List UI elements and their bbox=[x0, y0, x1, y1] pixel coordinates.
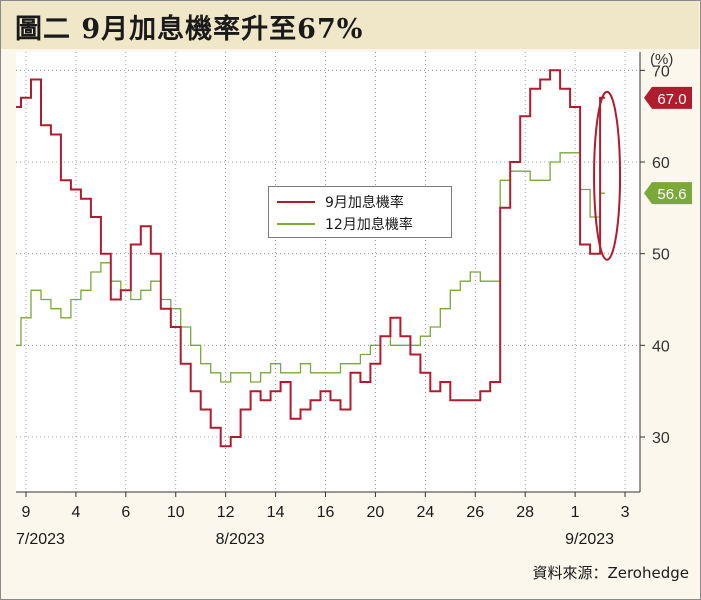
legend-item-dec: 12月加息機率 bbox=[277, 214, 447, 234]
y-unit-label: (%) bbox=[650, 51, 673, 68]
y-tick-label: 40 bbox=[652, 338, 670, 355]
x-tick-label: 9 bbox=[22, 504, 31, 521]
legend: 9月加息機率 12月加息機率 bbox=[268, 186, 452, 238]
x-tick-label: 24 bbox=[416, 504, 434, 521]
end-badge-sep-label: 67.0 bbox=[657, 91, 686, 108]
x-tick-label: 6 bbox=[121, 504, 130, 521]
source-note: 資料來源：Zerohedge bbox=[0, 562, 689, 583]
legend-swatch-dec bbox=[277, 223, 315, 225]
x-tick-label: 20 bbox=[367, 504, 385, 521]
end-badge-dec: 56.6 bbox=[644, 182, 692, 205]
x-tick-label: 16 bbox=[317, 504, 335, 521]
legend-swatch-sep bbox=[277, 201, 315, 203]
legend-item-sep: 9月加息機率 bbox=[277, 192, 447, 212]
month-label: 8/2023 bbox=[216, 531, 265, 548]
x-tick-label: 10 bbox=[167, 504, 185, 521]
end-badge-dec-label: 56.6 bbox=[657, 186, 686, 203]
series-line-sep bbox=[16, 69, 606, 448]
x-tick-label: 28 bbox=[516, 504, 534, 521]
title-bar: 圖二 9月加息機率升至67% bbox=[1, 1, 699, 49]
x-tick-label: 1 bbox=[571, 504, 580, 521]
source-name: Zerohedge bbox=[607, 564, 689, 582]
y-tick-label: 70 bbox=[652, 63, 670, 80]
source-label: 資料來源： bbox=[532, 564, 608, 582]
end-badge-sep: 67.0 bbox=[644, 86, 692, 109]
end-badge-sep-shape bbox=[644, 86, 692, 109]
x-tick-label: 14 bbox=[267, 504, 285, 521]
plot-area bbox=[16, 52, 640, 492]
y-tick-label: 60 bbox=[652, 155, 670, 172]
chart-title: 圖二 9月加息機率升至67% bbox=[15, 14, 364, 45]
series-line-dec bbox=[16, 152, 606, 383]
end-badge-dec-shape bbox=[644, 182, 692, 205]
y-tick-label: 50 bbox=[652, 247, 670, 264]
highlight-ellipse bbox=[593, 90, 622, 261]
month-label: 9/2023 bbox=[565, 531, 614, 548]
y-tick-label: 30 bbox=[652, 430, 670, 447]
x-tick-label: 26 bbox=[466, 504, 484, 521]
legend-label-dec: 12月加息機率 bbox=[325, 217, 413, 233]
x-tick-label: 3 bbox=[621, 504, 630, 521]
x-tick-label: 12 bbox=[217, 504, 235, 521]
month-label: 7/2023 bbox=[16, 531, 65, 548]
x-tick-label: 4 bbox=[71, 504, 80, 521]
legend-label-sep: 9月加息機率 bbox=[325, 195, 404, 211]
